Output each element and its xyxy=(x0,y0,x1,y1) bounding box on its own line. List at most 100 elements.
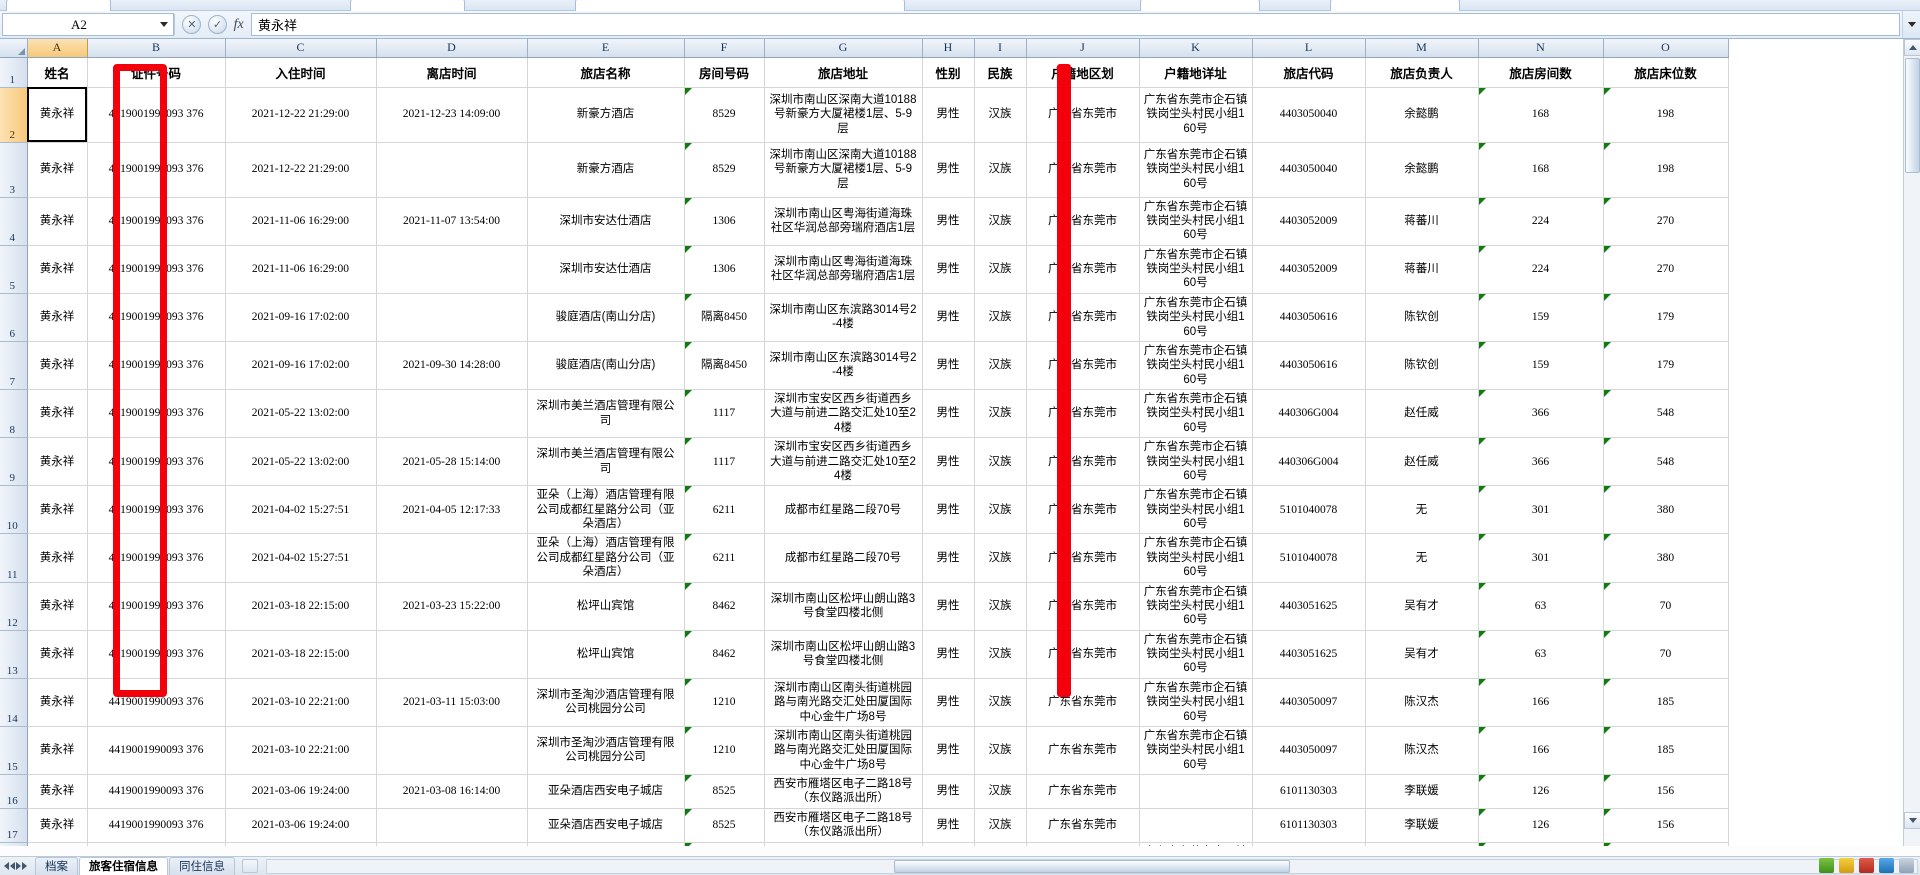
cell-C3[interactable]: 2021-12-22 21:29:00 xyxy=(225,142,377,198)
cell-M13[interactable]: 吴有才 xyxy=(1365,630,1479,679)
cell-K6[interactable]: 广东省东莞市企石镇铁岗坣头村民小组160号 xyxy=(1139,293,1253,342)
cell-F16[interactable]: 8525 xyxy=(684,774,765,809)
row-header-6[interactable]: 6 xyxy=(0,293,28,342)
cell-M9[interactable]: 赵任威 xyxy=(1365,437,1479,487)
cell-A10[interactable]: 黄永祥 xyxy=(27,485,88,535)
scroll-up-icon[interactable] xyxy=(1904,39,1920,56)
cell-M2[interactable]: 余懿鹏 xyxy=(1365,87,1479,143)
table-row[interactable]: 12 黄永祥 4419001990093 376 2021-03-18 22:15:0… xyxy=(0,582,1729,631)
table-header-cell-h[interactable]: 性别 xyxy=(922,57,975,88)
tray-icon-2[interactable] xyxy=(1839,858,1854,873)
table-header-cell-d[interactable]: 离店时间 xyxy=(376,57,528,88)
name-box-dropdown-icon[interactable] xyxy=(155,22,173,27)
column-header-d[interactable]: D xyxy=(376,39,528,58)
cell-B3[interactable]: 4419001990093 376 xyxy=(87,142,226,198)
column-header-e[interactable]: E xyxy=(527,39,685,58)
cell-J12[interactable]: 广东省东莞市 xyxy=(1026,582,1140,631)
cell-B14[interactable]: 4419001990093 376 xyxy=(87,678,226,727)
cell-I2[interactable]: 汉族 xyxy=(974,87,1027,143)
cell-O5[interactable]: 270 xyxy=(1603,245,1729,294)
cell-J4[interactable]: 广东省东莞市 xyxy=(1026,197,1140,246)
column-header-j[interactable]: J xyxy=(1026,39,1140,58)
cell-D15[interactable] xyxy=(376,726,528,776)
cell-N6[interactable]: 159 xyxy=(1478,293,1604,342)
cell-O14[interactable]: 185 xyxy=(1603,678,1729,727)
table-row[interactable]: 17 黄永祥 4419001990093 376 2021-03-06 19:24:0… xyxy=(0,808,1729,843)
cell-D10[interactable]: 2021-04-05 12:17:33 xyxy=(376,485,528,535)
column-header-l[interactable]: L xyxy=(1252,39,1366,58)
ribbon-tab-3[interactable] xyxy=(575,0,905,11)
ribbon-tab-4[interactable] xyxy=(1140,0,1260,11)
cell-L18[interactable]: 2201041102 xyxy=(1252,842,1366,846)
cell-M15[interactable]: 陈汉杰 xyxy=(1365,726,1479,776)
cell-D4[interactable]: 2021-11-07 13:54:00 xyxy=(376,197,528,246)
cell-A12[interactable]: 黄永祥 xyxy=(27,582,88,631)
cell-F12[interactable]: 8462 xyxy=(684,582,765,631)
insert-function-icon[interactable]: fx xyxy=(233,16,244,32)
cell-K5[interactable]: 广东省东莞市企石镇铁岗坣头村民小组160号 xyxy=(1139,245,1253,294)
cell-O2[interactable]: 198 xyxy=(1603,87,1729,143)
cell-C10[interactable]: 2021-04-02 15:27:51 xyxy=(225,485,377,535)
cell-A17[interactable]: 黄永祥 xyxy=(27,808,88,843)
cell-D2[interactable]: 2021-12-23 14:09:00 xyxy=(376,87,528,143)
column-header-h[interactable]: H xyxy=(922,39,975,58)
row-header-15[interactable]: 15 xyxy=(0,726,28,776)
cell-F15[interactable]: 1210 xyxy=(684,726,765,776)
cell-K18[interactable]: 广东省东莞市企石镇铁岗坣头村民小组160号 xyxy=(1139,842,1253,846)
table-row[interactable]: 6 黄永祥 4419001990093 376 2021-09-16 17:02:00… xyxy=(0,293,1729,342)
cell-N13[interactable]: 63 xyxy=(1478,630,1604,679)
cell-C4[interactable]: 2021-11-06 16:29:00 xyxy=(225,197,377,246)
cell-H6[interactable]: 男性 xyxy=(922,293,975,342)
cell-K3[interactable]: 广东省东莞市企石镇铁岗坣头村民小组160号 xyxy=(1139,142,1253,198)
cell-D13[interactable] xyxy=(376,630,528,679)
row-header-9[interactable]: 9 xyxy=(0,437,28,487)
table-row[interactable]: 14 黄永祥 4419001990093 376 2021-03-10 22:21:0… xyxy=(0,678,1729,727)
cell-E8[interactable]: 深圳市美兰酒店管理有限公司 xyxy=(527,389,685,439)
cell-M18[interactable]: 无 xyxy=(1365,842,1479,846)
cell-O3[interactable]: 198 xyxy=(1603,142,1729,198)
table-row[interactable]: 10 黄永祥 4419001990093 376 2021-04-02 15:27:5… xyxy=(0,485,1729,535)
row-header-18[interactable]: 18 xyxy=(0,842,28,846)
cell-K9[interactable]: 广东省东莞市企石镇铁岗坣头村民小组160号 xyxy=(1139,437,1253,487)
cell-I12[interactable]: 汉族 xyxy=(974,582,1027,631)
cell-A5[interactable]: 黄永祥 xyxy=(27,245,88,294)
sheet-nav-buttons[interactable] xyxy=(0,862,31,870)
table-header-cell-c[interactable]: 入住时间 xyxy=(225,57,377,88)
cell-I11[interactable]: 汉族 xyxy=(974,533,1027,583)
cell-C12[interactable]: 2021-03-18 22:15:00 xyxy=(225,582,377,631)
cell-O9[interactable]: 548 xyxy=(1603,437,1729,487)
cell-H18[interactable]: 男性 xyxy=(922,842,975,846)
cell-I4[interactable]: 汉族 xyxy=(974,197,1027,246)
cell-J18[interactable]: 广东省东莞市 xyxy=(1026,842,1140,846)
cell-D11[interactable] xyxy=(376,533,528,583)
cell-M10[interactable]: 无 xyxy=(1365,485,1479,535)
table-header-cell-o[interactable]: 旅店床位数 xyxy=(1603,57,1729,88)
table-row[interactable]: 7 黄永祥 4419001990093 376 2021-09-16 17:02:00… xyxy=(0,341,1729,391)
cell-F4[interactable]: 1306 xyxy=(684,197,765,246)
table-header-cell-j[interactable]: 户籍地区划 xyxy=(1026,57,1140,88)
cell-C8[interactable]: 2021-05-22 13:02:00 xyxy=(225,389,377,439)
cell-A3[interactable]: 黄永祥 xyxy=(27,142,88,198)
cell-D9[interactable]: 2021-05-28 15:14:00 xyxy=(376,437,528,487)
column-header-c[interactable]: C xyxy=(225,39,377,58)
cell-F9[interactable]: 1117 xyxy=(684,437,765,487)
cell-B11[interactable]: 4419001990093 376 xyxy=(87,533,226,583)
table-header-cell-b[interactable]: 证件号码 xyxy=(87,57,226,88)
column-header-g[interactable]: G xyxy=(764,39,923,58)
horizontal-scroll-track[interactable] xyxy=(266,858,1918,874)
cell-F18[interactable]: 8625 xyxy=(684,842,765,846)
cell-E17[interactable]: 亚朵酒店西安电子城店 xyxy=(527,808,685,843)
cell-B15[interactable]: 4419001990093 376 xyxy=(87,726,226,776)
cell-L15[interactable]: 4403050097 xyxy=(1252,726,1366,776)
cell-I14[interactable]: 汉族 xyxy=(974,678,1027,727)
cell-M11[interactable]: 无 xyxy=(1365,533,1479,583)
vertical-scroll-thumb[interactable] xyxy=(1905,58,1920,173)
cell-O8[interactable]: 548 xyxy=(1603,389,1729,439)
cell-M4[interactable]: 蒋蕃川 xyxy=(1365,197,1479,246)
cell-C6[interactable]: 2021-09-16 17:02:00 xyxy=(225,293,377,342)
cell-L11[interactable]: 5101040078 xyxy=(1252,533,1366,583)
cell-N11[interactable]: 301 xyxy=(1478,533,1604,583)
cell-H13[interactable]: 男性 xyxy=(922,630,975,679)
horizontal-scroll-thumb[interactable] xyxy=(894,859,1290,873)
cell-N10[interactable]: 301 xyxy=(1478,485,1604,535)
